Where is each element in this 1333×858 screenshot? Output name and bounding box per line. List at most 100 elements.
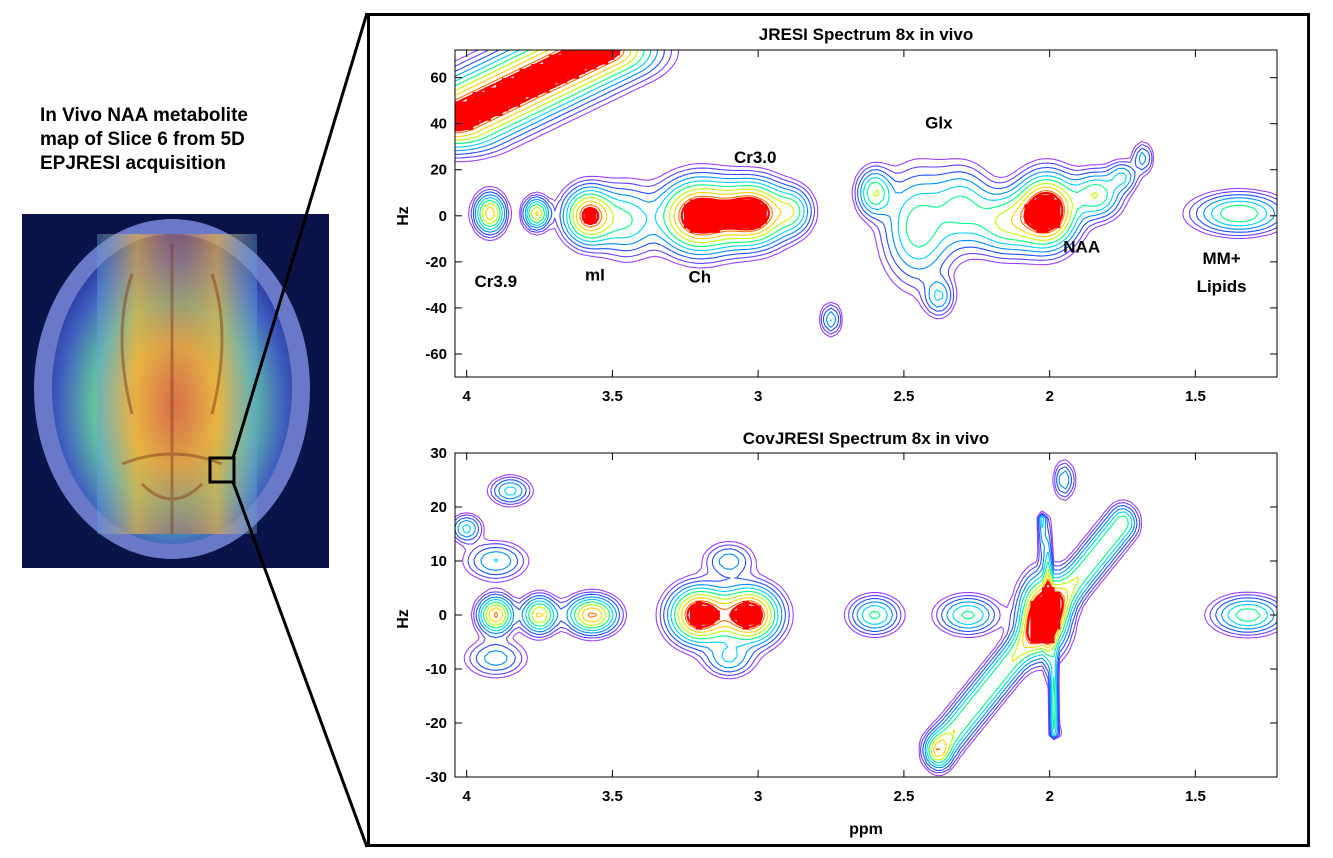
y-tick-label: -30 [425, 769, 447, 786]
peak-core-cell [1042, 218, 1049, 224]
peak-core-cell [531, 87, 538, 93]
peak-core-cell [748, 610, 756, 616]
peak-core-cell [719, 204, 726, 210]
peak-core-cell [1036, 213, 1043, 219]
peak-core-cell [684, 222, 691, 229]
peak-core-cell [525, 92, 532, 98]
peak-core-cell [554, 64, 562, 70]
peak-core-cell [754, 204, 761, 210]
y-tick-label: -20 [425, 254, 447, 271]
peak-core-cell [701, 619, 709, 625]
peak-core-cell [707, 204, 714, 210]
peak-core-cell [519, 87, 527, 93]
peak-core-cell [748, 213, 756, 219]
peak-core-cell [725, 199, 732, 205]
peak-core-cell [1042, 199, 1049, 205]
peak-core-cell [531, 64, 538, 70]
peak-core-cell [701, 222, 709, 229]
peak-core-cell [484, 87, 491, 93]
peak-core-cell [590, 50, 597, 56]
peak-core-cell [502, 78, 509, 84]
peak-core-cell [701, 610, 709, 616]
peak-core-cell [1048, 628, 1055, 635]
peak-core-cell [543, 78, 550, 84]
peak-core-cell [584, 50, 591, 56]
peak-core-cell [572, 64, 579, 70]
peak-core-cell [572, 59, 579, 65]
peak-core-cell [560, 64, 568, 70]
peak-core-cell [607, 54, 615, 60]
peak-core-cell [496, 96, 503, 102]
peak-label-mm: MM+ [1202, 249, 1240, 268]
brain-folds [120, 244, 224, 534]
peak-core-cell [742, 615, 750, 621]
peak-core-cell [748, 619, 756, 625]
peak-core-cell [507, 92, 515, 98]
peak-core-cell [736, 615, 744, 621]
peak-core-cell [684, 204, 691, 210]
peak-core-cell [496, 106, 503, 112]
peak-core-cell [1042, 610, 1049, 616]
peak-core-cell [1042, 208, 1049, 215]
contour-level-8 [488, 574, 1069, 757]
peak-core-cell [554, 68, 562, 74]
peak-core-cell [1042, 619, 1049, 625]
peak-core-cell [543, 73, 550, 79]
peak-core-cell [1048, 638, 1055, 644]
peak-core-cell [736, 605, 744, 611]
peak-core-cell [689, 227, 697, 233]
peak-core-cell [742, 222, 750, 229]
peak-core-cell [590, 59, 597, 65]
peak-core-cell [566, 59, 574, 65]
peak-core-cell [548, 54, 556, 60]
contour-level-1 [455, 50, 1277, 338]
peak-core-cell [695, 204, 703, 210]
peak-core-cell [537, 64, 544, 70]
peak-core-cell [1036, 619, 1043, 625]
peak-core-cell [731, 204, 738, 210]
peak-core-cell [1042, 638, 1049, 644]
peak-core-cell [560, 50, 568, 56]
peak-label-naa: NAA [1063, 238, 1100, 257]
peak-core-cell [701, 208, 709, 215]
peak-core-cell [754, 610, 761, 616]
peak-core-cell [1048, 218, 1055, 224]
peak-core-cell [1036, 596, 1043, 602]
peak-core-cell [1048, 596, 1055, 602]
contour-level-9 [493, 578, 1065, 751]
peak-core-cell [684, 213, 691, 219]
peak-core-cell [466, 106, 474, 112]
covjresi-panel: CovJRESI Spectrum 8x in vivo 4 3.5 3 2.5 2 1.… [395, 429, 1278, 838]
peak-core-cell [742, 204, 750, 210]
covjresi-contours [455, 459, 1277, 777]
peak-core-cell [490, 110, 497, 116]
peak-core-cell [748, 615, 756, 621]
peak-core-cell [537, 87, 544, 93]
peak-core-cell [1036, 208, 1043, 215]
peak-core-cell [601, 54, 609, 60]
peak-core-cell [1030, 628, 1037, 635]
peak-core-cell [736, 610, 744, 616]
peak-core-cell [695, 610, 703, 616]
peak-core-cell [496, 101, 503, 107]
covjresi-ticks: 4 3.5 3 2.5 2 1.5 30 20 10 0 -10 -20 -30 [425, 445, 1277, 805]
peak-core-cell [537, 78, 544, 84]
selected-voxel-box[interactable] [208, 456, 236, 484]
peak-core-cell [1053, 624, 1061, 630]
peak-core-cell [1053, 610, 1061, 616]
contour-level-2 [455, 50, 1277, 335]
peak-core-cell [607, 50, 615, 56]
jresi-plot-area [454, 49, 1278, 378]
contour-level-4 [455, 50, 1276, 328]
peak-core-cell [601, 59, 609, 65]
peak-core-cell [701, 199, 709, 205]
peak-core-cell [502, 87, 509, 93]
y-tick-label: 20 [430, 162, 447, 179]
peak-core-cell [455, 124, 462, 130]
peak-core-cell [1024, 204, 1031, 210]
peak-core-cell [1042, 605, 1049, 611]
peak-core-cell [478, 101, 485, 107]
peak-core-cell [1053, 213, 1061, 219]
peak-core-cell [478, 96, 485, 102]
peak-core-cell [572, 73, 579, 79]
